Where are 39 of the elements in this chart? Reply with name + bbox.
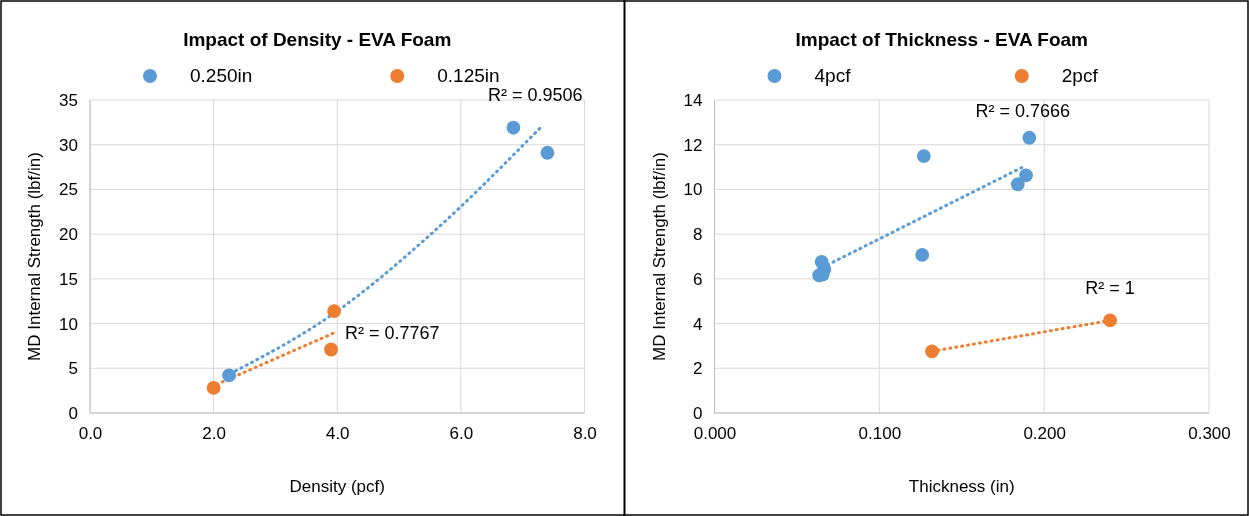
x-axis-title: Thickness (in) xyxy=(908,477,1015,496)
y-tick-label: 10 xyxy=(683,180,703,200)
x-tick-label: 2.0 xyxy=(202,424,226,444)
legend-label: 4pcf xyxy=(814,65,852,86)
y-tick-label: 35 xyxy=(59,90,78,110)
y-tick-label: 4 xyxy=(693,314,703,334)
y-tick-label: 30 xyxy=(59,135,78,155)
y-tick-label: 10 xyxy=(59,314,78,334)
y-tick-label: 8 xyxy=(693,225,703,245)
x-tick-label: 8.0 xyxy=(573,424,597,444)
annotation: R² = 0.7767 xyxy=(344,323,440,344)
x-tick-label: 4.0 xyxy=(325,424,350,444)
x-tick-label: 6.0 xyxy=(449,424,474,444)
y-axis-title: MD Internal Strength (lbf/in) xyxy=(649,152,669,361)
y-axis-title: MD Internal Strength (lbf/in) xyxy=(25,152,44,361)
chart-title: Impact of Density - EVA Foam xyxy=(183,29,452,50)
y-tick-label: 5 xyxy=(68,359,78,379)
x-tick-label: 0.100 xyxy=(858,424,902,444)
y-tick-label: 20 xyxy=(59,225,78,245)
chart-title: Impact of Thickness - EVA Foam xyxy=(795,29,1088,50)
y-tick-label: 15 xyxy=(59,269,78,289)
x-tick-label: 0.0 xyxy=(78,424,103,444)
annotation: R² = 0.9506 xyxy=(487,84,583,105)
y-tick-label: 25 xyxy=(59,180,78,200)
x-tick-label: 0.300 xyxy=(1188,424,1231,444)
legend-label: 0.125in xyxy=(437,65,500,86)
y-tick-label: 14 xyxy=(683,90,703,110)
y-tick-label: 2 xyxy=(693,359,703,379)
y-tick-label: 0 xyxy=(693,403,703,423)
x-tick-label: 0.000 xyxy=(693,424,737,444)
legend-label: 0.250in xyxy=(190,65,253,86)
annotation: R² = 1 xyxy=(1085,278,1135,299)
y-tick-label: 0 xyxy=(68,403,78,423)
x-axis-title: Density (pcf) xyxy=(289,477,385,496)
y-tick-label: 6 xyxy=(693,269,703,289)
annotation: R² = 0.7666 xyxy=(975,101,1071,122)
x-tick-label: 0.200 xyxy=(1023,424,1066,444)
y-tick-label: 12 xyxy=(683,135,703,155)
legend-label: 2pcf xyxy=(1061,65,1099,86)
